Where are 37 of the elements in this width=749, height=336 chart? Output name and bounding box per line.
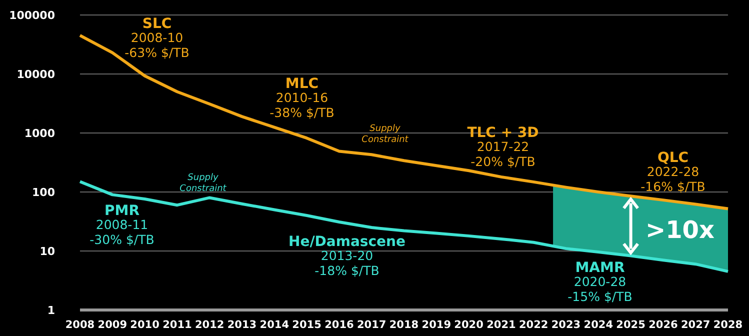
annotation: MAMR 2020-28 -15% $/TB — [568, 260, 632, 304]
annotation: SLC 2008-10 -63% $/TB — [124, 16, 190, 60]
annotation: MLC 2010-16 -38% $/TB — [270, 76, 334, 120]
annotation: >10x — [646, 216, 716, 244]
x-tick-label: 2014 — [260, 319, 290, 331]
y-tick-label: 100 — [32, 186, 56, 199]
annotation: Supply Constraint — [180, 173, 227, 194]
y-tick-label: 1000 — [24, 126, 56, 140]
annotation: Supply Constraint — [362, 124, 409, 145]
x-tick-label: 2012 — [194, 319, 224, 331]
x-tick-label: 2019 — [422, 319, 452, 331]
y-tick-label: 10 — [40, 244, 56, 258]
x-tick-label: 2011 — [162, 319, 192, 331]
y-tick-label: 1 — [47, 304, 55, 317]
x-tick-label: 2017 — [356, 319, 386, 331]
x-tick-label: 2020 — [454, 319, 484, 331]
x-tick-label: 2009 — [98, 319, 128, 331]
x-tick-label: 2015 — [292, 319, 322, 331]
x-tick-label: 2025 — [616, 319, 646, 331]
y-tick-label: 10000 — [16, 68, 56, 81]
x-tick-label: 2021 — [486, 319, 516, 331]
y-tick-label: 100000 — [9, 8, 56, 22]
x-tick-label: 2022 — [518, 319, 548, 331]
x-tick-label: 2026 — [648, 319, 678, 331]
x-tick-label: 2016 — [324, 319, 354, 331]
x-tick-label: 2023 — [551, 319, 581, 331]
x-tick-label: 2018 — [389, 319, 419, 331]
annotation: QLC 2022-28 -16% $/TB — [640, 150, 706, 194]
x-tick-label: 2027 — [680, 319, 710, 331]
x-tick-label: 2024 — [584, 319, 614, 331]
x-tick-label: 2028 — [713, 319, 743, 331]
x-tick-label: 2010 — [130, 319, 160, 331]
x-tick-label: 2013 — [227, 319, 257, 331]
annotation: PMR 2008-11 -30% $/TB — [90, 203, 154, 247]
annotation: He/Damascene 2013-20 -18% $/TB — [288, 234, 406, 278]
annotation: TLC + 3D 2017-22 -20% $/TB — [467, 125, 539, 169]
x-tick-label: 2008 — [65, 319, 95, 331]
